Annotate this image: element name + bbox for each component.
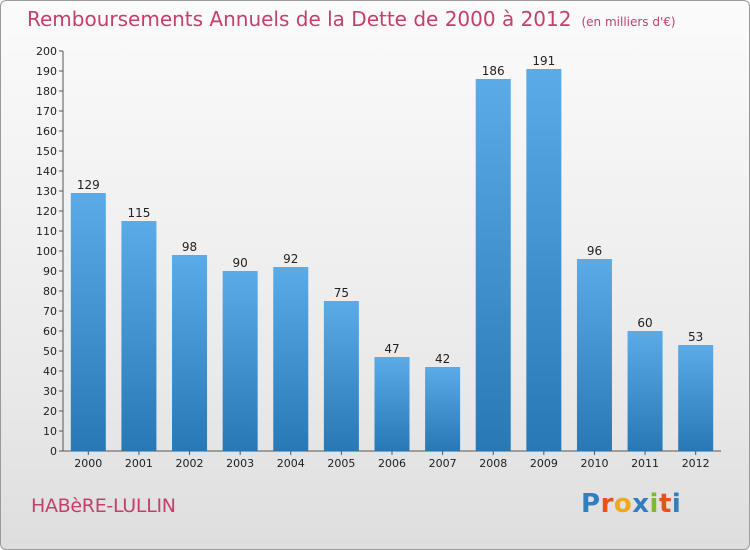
x-tick-label: 2008 (479, 457, 507, 470)
bar-2011 (627, 331, 663, 451)
data-label: 75 (334, 286, 349, 300)
data-label: 115 (127, 206, 150, 220)
y-tick-label: 30 (43, 385, 57, 398)
logo-letter: t (658, 489, 672, 519)
data-label: 53 (688, 330, 703, 344)
y-tick-label: 60 (43, 325, 57, 338)
x-tick-label: 2009 (530, 457, 558, 470)
x-tick-label: 2003 (226, 457, 254, 470)
x-tick-label: 2001 (125, 457, 153, 470)
y-tick-label: 140 (36, 165, 57, 178)
x-tick-label: 2011 (631, 457, 659, 470)
commune-name: HABèRE-LULLIN (31, 495, 176, 517)
logo-letter: r (600, 489, 614, 519)
y-tick-label: 110 (36, 225, 57, 238)
bar-2002 (172, 255, 208, 451)
y-tick-label: 80 (43, 285, 57, 298)
bar-2005 (323, 301, 359, 451)
x-tick-label: 2002 (176, 457, 204, 470)
x-tick-label: 2010 (580, 457, 608, 470)
logo-letter: x (632, 489, 650, 519)
data-label: 96 (587, 244, 602, 258)
y-tick-label: 120 (36, 205, 57, 218)
y-tick-label: 160 (36, 125, 57, 138)
x-tick-label: 2012 (682, 457, 710, 470)
y-tick-label: 150 (36, 145, 57, 158)
data-label: 186 (482, 64, 505, 78)
bar-2009 (526, 69, 562, 451)
logo-letter: P (581, 489, 601, 519)
logo-letter: i (671, 489, 682, 519)
bar-2003 (222, 271, 258, 451)
bar-2004 (273, 267, 309, 451)
bar-2006 (374, 357, 410, 451)
y-tick-label: 200 (36, 45, 57, 58)
bar-2010 (576, 259, 612, 451)
data-label: 90 (233, 256, 248, 270)
bar-2001 (121, 221, 157, 451)
chart-title-row: Remboursements Annuels de la Dette de 20… (27, 7, 676, 31)
x-tick-label: 2005 (327, 457, 355, 470)
chart-title: Remboursements Annuels de la Dette de 20… (27, 7, 572, 31)
y-tick-label: 20 (43, 405, 57, 418)
y-tick-label: 100 (36, 245, 57, 258)
y-tick-label: 50 (43, 345, 57, 358)
data-label: 47 (384, 342, 399, 356)
proxiti-logo: Proxiti (581, 489, 681, 519)
x-tick-label: 2007 (429, 457, 457, 470)
data-label: 191 (532, 54, 555, 68)
data-label: 60 (637, 316, 652, 330)
y-tick-label: 0 (50, 445, 57, 458)
data-label: 98 (182, 240, 197, 254)
y-tick-label: 170 (36, 105, 57, 118)
bar-2012 (678, 345, 714, 451)
y-tick-label: 90 (43, 265, 57, 278)
data-label: 92 (283, 252, 298, 266)
logo-letter: i (649, 489, 659, 519)
y-tick-label: 180 (36, 85, 57, 98)
bar-2008 (475, 79, 511, 451)
x-tick-label: 2000 (74, 457, 102, 470)
y-tick-label: 40 (43, 365, 57, 378)
chart-unit: (en milliers d'€) (581, 15, 676, 29)
bar-2000 (70, 193, 106, 451)
data-label: 129 (77, 178, 100, 192)
x-tick-label: 2004 (277, 457, 305, 470)
y-tick-label: 190 (36, 65, 57, 78)
y-tick-label: 130 (36, 185, 57, 198)
x-tick-label: 2006 (378, 457, 406, 470)
y-tick-label: 70 (43, 305, 57, 318)
bar-2007 (425, 367, 461, 451)
y-tick-label: 10 (43, 425, 57, 438)
logo-letter: o (613, 489, 633, 519)
data-label: 42 (435, 352, 450, 366)
